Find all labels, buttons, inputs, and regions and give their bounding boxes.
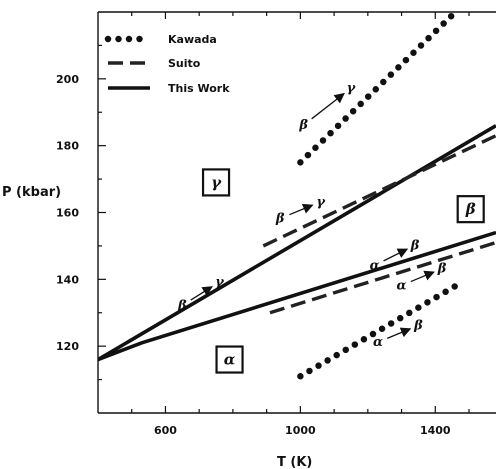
transition-arrow [289,203,314,216]
phase-box-border [215,345,244,374]
y-tick-label: 180 [56,140,79,153]
y-tick-label: 140 [56,273,79,286]
x-axis-label: T (K) [277,455,312,469]
annotation-label: γ [347,81,357,96]
series-solid-line [98,230,496,362]
transition-arrow [190,286,213,301]
series-layer [98,12,496,380]
annotation-label: α [397,278,407,293]
phase-label: β [465,200,476,218]
phase-label-box: γ [201,168,231,197]
annotation-label: β [177,298,187,313]
y-axis-label: P (kbar) [2,185,61,200]
phase-label-box: β [456,195,485,224]
ticks-layer: 600 1000 1400 120 140 160 180 200 [56,12,470,437]
transition-arrow [386,327,412,339]
annotation-label: β [275,212,285,227]
annotation-label: β [298,118,308,133]
legend-label: Kawada [168,33,217,46]
annotation-label: γ [316,195,326,210]
phase-label: α [224,351,236,369]
annotations-layer: β γ β γ β γ α β α β α β γ β α [177,81,485,374]
transition-arrow [383,248,409,262]
legend-label: Suito [168,57,201,70]
plot-frame [97,11,496,414]
phase-box-border [201,168,231,197]
y-tick-label: 120 [56,340,79,353]
annotation-label: β [410,238,420,253]
y-tick-label: 160 [56,207,79,220]
series-dashed-line [262,134,496,248]
x-tick-label: 600 [154,424,177,437]
series-solid-line [98,124,496,362]
transition-arrow [311,92,345,120]
annotation-label: α [370,258,380,273]
x-tick-label: 1000 [285,424,316,437]
annotation-label: γ [215,275,225,290]
annotation-label: β [437,262,447,277]
legend-label: This Work [168,82,230,95]
annotation-label: α [373,335,383,350]
annotation-label: β [413,318,423,333]
phase-label: γ [211,173,222,191]
y-tick-label: 200 [56,73,79,86]
legend: Kawada Suito This Work [104,33,230,95]
transition-arrow [410,270,435,283]
series-dotted-line [297,12,459,166]
series-dotted-line [297,282,459,380]
x-tick-label: 1400 [420,424,451,437]
phase-label-box: α [215,345,244,374]
series-dashed-line [269,240,496,315]
phase-box-border [456,195,485,224]
